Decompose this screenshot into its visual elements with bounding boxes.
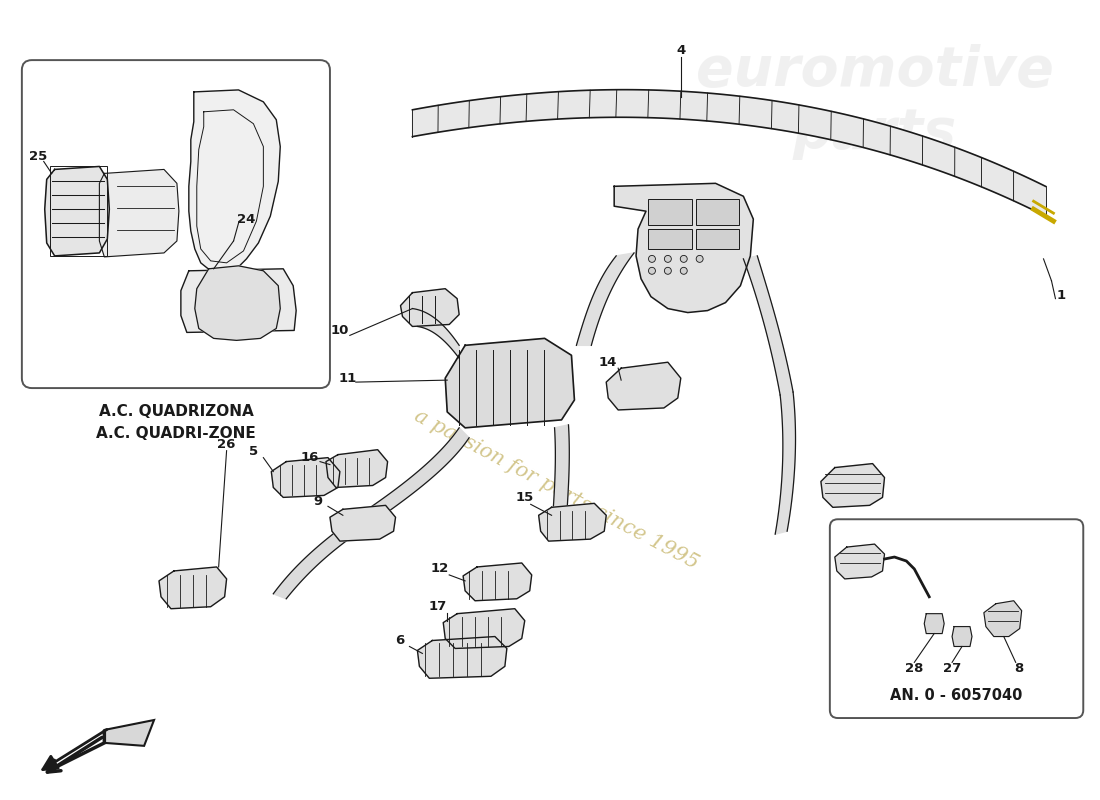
Text: a passion for parts since 1995: a passion for parts since 1995 — [411, 406, 702, 573]
Circle shape — [680, 267, 688, 274]
Text: 27: 27 — [943, 662, 961, 675]
Text: 24: 24 — [238, 213, 255, 226]
Polygon shape — [189, 90, 280, 273]
Polygon shape — [99, 170, 179, 257]
Text: 28: 28 — [905, 662, 924, 675]
Polygon shape — [412, 90, 1045, 216]
Polygon shape — [273, 519, 365, 598]
Polygon shape — [326, 450, 387, 487]
Circle shape — [649, 267, 656, 274]
Text: 4: 4 — [676, 44, 685, 57]
Circle shape — [680, 255, 688, 262]
Polygon shape — [924, 614, 944, 634]
Text: 12: 12 — [430, 562, 449, 575]
Polygon shape — [400, 289, 459, 326]
Text: 5: 5 — [249, 445, 258, 458]
Polygon shape — [443, 609, 525, 649]
Circle shape — [696, 255, 703, 262]
Text: 8: 8 — [1014, 662, 1023, 675]
Polygon shape — [195, 266, 280, 340]
Text: 9: 9 — [314, 495, 322, 508]
Text: 11: 11 — [339, 372, 358, 385]
Polygon shape — [953, 626, 972, 646]
Circle shape — [649, 255, 656, 262]
Polygon shape — [983, 601, 1022, 637]
Polygon shape — [835, 544, 884, 579]
Polygon shape — [446, 338, 574, 428]
Circle shape — [664, 255, 671, 262]
Text: 16: 16 — [301, 451, 319, 464]
Polygon shape — [606, 362, 681, 410]
Text: 6: 6 — [395, 634, 404, 647]
Polygon shape — [821, 464, 884, 507]
Text: AN. 0 - 6057040: AN. 0 - 6057040 — [890, 688, 1022, 703]
Text: 17: 17 — [428, 600, 447, 614]
Polygon shape — [614, 183, 754, 313]
Text: 14: 14 — [600, 356, 617, 369]
Text: 10: 10 — [331, 324, 349, 337]
Text: euromotive
parts: euromotive parts — [695, 44, 1054, 160]
Polygon shape — [539, 503, 606, 541]
Bar — [695, 229, 739, 249]
Polygon shape — [463, 563, 531, 601]
Polygon shape — [160, 567, 227, 609]
Text: 15: 15 — [516, 491, 534, 504]
Polygon shape — [776, 392, 795, 534]
Polygon shape — [412, 309, 459, 358]
Polygon shape — [353, 428, 469, 527]
Text: 26: 26 — [218, 438, 235, 451]
Bar — [50, 166, 108, 256]
Text: 25: 25 — [29, 150, 47, 163]
Text: 1: 1 — [1057, 289, 1066, 302]
Polygon shape — [330, 506, 396, 541]
Polygon shape — [104, 720, 154, 746]
Text: A.C. QUADRIZONA: A.C. QUADRIZONA — [99, 404, 253, 419]
Polygon shape — [180, 269, 296, 333]
Polygon shape — [45, 166, 109, 256]
Polygon shape — [576, 253, 634, 346]
Polygon shape — [744, 256, 793, 395]
Text: A.C. QUADRI-ZONE: A.C. QUADRI-ZONE — [96, 426, 256, 441]
Circle shape — [664, 267, 671, 274]
Polygon shape — [552, 425, 570, 519]
Polygon shape — [272, 458, 340, 498]
Bar — [695, 199, 739, 225]
Polygon shape — [417, 637, 507, 678]
Bar — [648, 199, 692, 225]
Bar — [648, 229, 692, 249]
